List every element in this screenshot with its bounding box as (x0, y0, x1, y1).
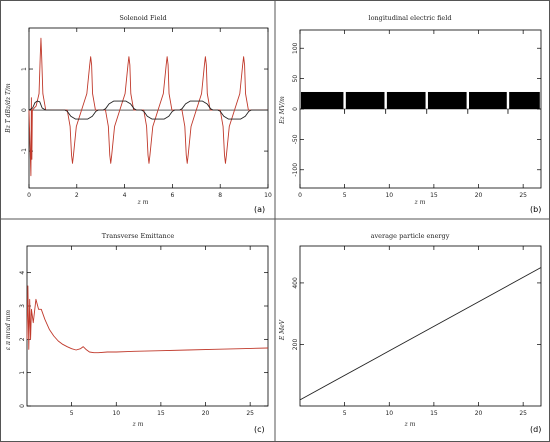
panel-d-series (299, 267, 542, 401)
x-tick-label: 20 (475, 192, 483, 199)
series-line-0 (26, 285, 269, 354)
panel-d-letter: (d) (530, 425, 541, 434)
panel-a-ylabel: Bz T dBz/dz T/m (5, 83, 12, 134)
panel-d-axes: 5 10 15 20 25 200 400 (292, 246, 541, 417)
x-tick-label: 25 (519, 410, 527, 417)
y-tick-label: 1 (21, 67, 28, 71)
series-line-1 (28, 100, 268, 120)
panel-d: average particle energy 5 10 15 20 25200400 … (279, 232, 542, 434)
field-band-segment (301, 91, 344, 109)
panel-c-plot-frame (26, 245, 269, 407)
panel-b: longitudinal electric field 0 5 10 15 20 25 -1… (279, 14, 542, 214)
panel-d-title: average particle energy (371, 232, 450, 240)
panel-c-xlabel: z m (132, 421, 144, 428)
x-tick-label: 20 (202, 410, 210, 417)
y-tick-label: 1 (19, 371, 26, 375)
x-tick-label: 0 (298, 192, 302, 199)
y-tick-label: 400 (292, 277, 299, 289)
series-line-0 (299, 267, 542, 401)
panel-c-axes: 5 10 15 20 25 0 1 2 3 4 (19, 246, 268, 417)
x-tick-label: 6 (170, 192, 174, 199)
x-tick-label: 15 (157, 410, 165, 417)
panel-d-ylabel: E MeV (279, 319, 286, 341)
y-tick-label: 200 (292, 339, 299, 351)
panel-b-letter: (b) (530, 205, 541, 214)
x-tick-label: 8 (218, 192, 222, 199)
y-tick-label: -50 (292, 134, 299, 144)
field-band-segment (509, 91, 540, 109)
panel-c-letter: (c) (254, 425, 265, 434)
y-tick-label: 0 (19, 404, 26, 408)
y-tick-label: -1 (21, 148, 28, 154)
y-tick-label: -100 (292, 163, 299, 177)
panel-d-plot-frame (299, 245, 542, 407)
field-band-segment (469, 91, 507, 109)
x-tick-label: 0 (27, 192, 31, 199)
x-tick-label: 5 (343, 192, 347, 199)
series-line-0 (28, 37, 268, 177)
y-tick-label: 0 (292, 107, 299, 111)
panel-a-axes: 0 2 4 6 8 10 -1 0 1 (21, 28, 272, 199)
y-tick-label: 2 (19, 337, 26, 341)
x-tick-label: 10 (385, 192, 393, 199)
x-tick-label: 15 (430, 192, 438, 199)
panel-d-xlabel: z m (404, 421, 416, 428)
x-tick-label: 15 (430, 410, 438, 417)
y-tick-label: 100 (292, 42, 299, 54)
x-tick-label: 10 (385, 410, 393, 417)
x-tick-label: 10 (112, 410, 120, 417)
panel-a-letter: (a) (254, 205, 265, 214)
x-tick-label: 2 (75, 192, 79, 199)
panel-a-plot-frame (28, 27, 269, 189)
panel-c-series (26, 285, 269, 354)
x-tick-label: 5 (70, 410, 74, 417)
panel-b-xlabel: z m (414, 199, 426, 206)
panel-a-series (28, 37, 268, 177)
y-tick-label: 4 (19, 271, 26, 275)
field-band-segment (345, 91, 385, 109)
y-tick-label: 0 (21, 108, 28, 112)
x-tick-label: 25 (519, 192, 527, 199)
x-tick-label: 4 (123, 192, 127, 199)
panel-b-axes: 0 5 10 15 20 25 -100 -50 0 50 100 (292, 30, 541, 199)
field-band-segment (386, 91, 426, 109)
x-tick-label: 25 (246, 410, 254, 417)
y-tick-label: 3 (19, 304, 26, 308)
x-tick-label: 10 (264, 192, 272, 199)
x-tick-label: 5 (343, 410, 347, 417)
panel-a-title: Solenoid Field (119, 14, 166, 22)
y-tick-label: 50 (292, 75, 299, 83)
panel-c-ylabel: ε π mrad mm (5, 310, 12, 351)
panel-a-xlabel: z m (137, 199, 149, 206)
panel-b-series (300, 91, 541, 114)
panel-b-ylabel: Ez MV/m (279, 96, 286, 125)
panel-b-title: longitudinal electric field (368, 14, 451, 22)
panel-a: Solenoid Field 0 2 4 6 8 10 -1 0 1 z m Bz T dBz/… (5, 14, 272, 214)
panel-c-title: Transverse Emittance (102, 232, 175, 240)
field-band-segment (427, 91, 467, 109)
x-tick-label: 20 (475, 410, 483, 417)
